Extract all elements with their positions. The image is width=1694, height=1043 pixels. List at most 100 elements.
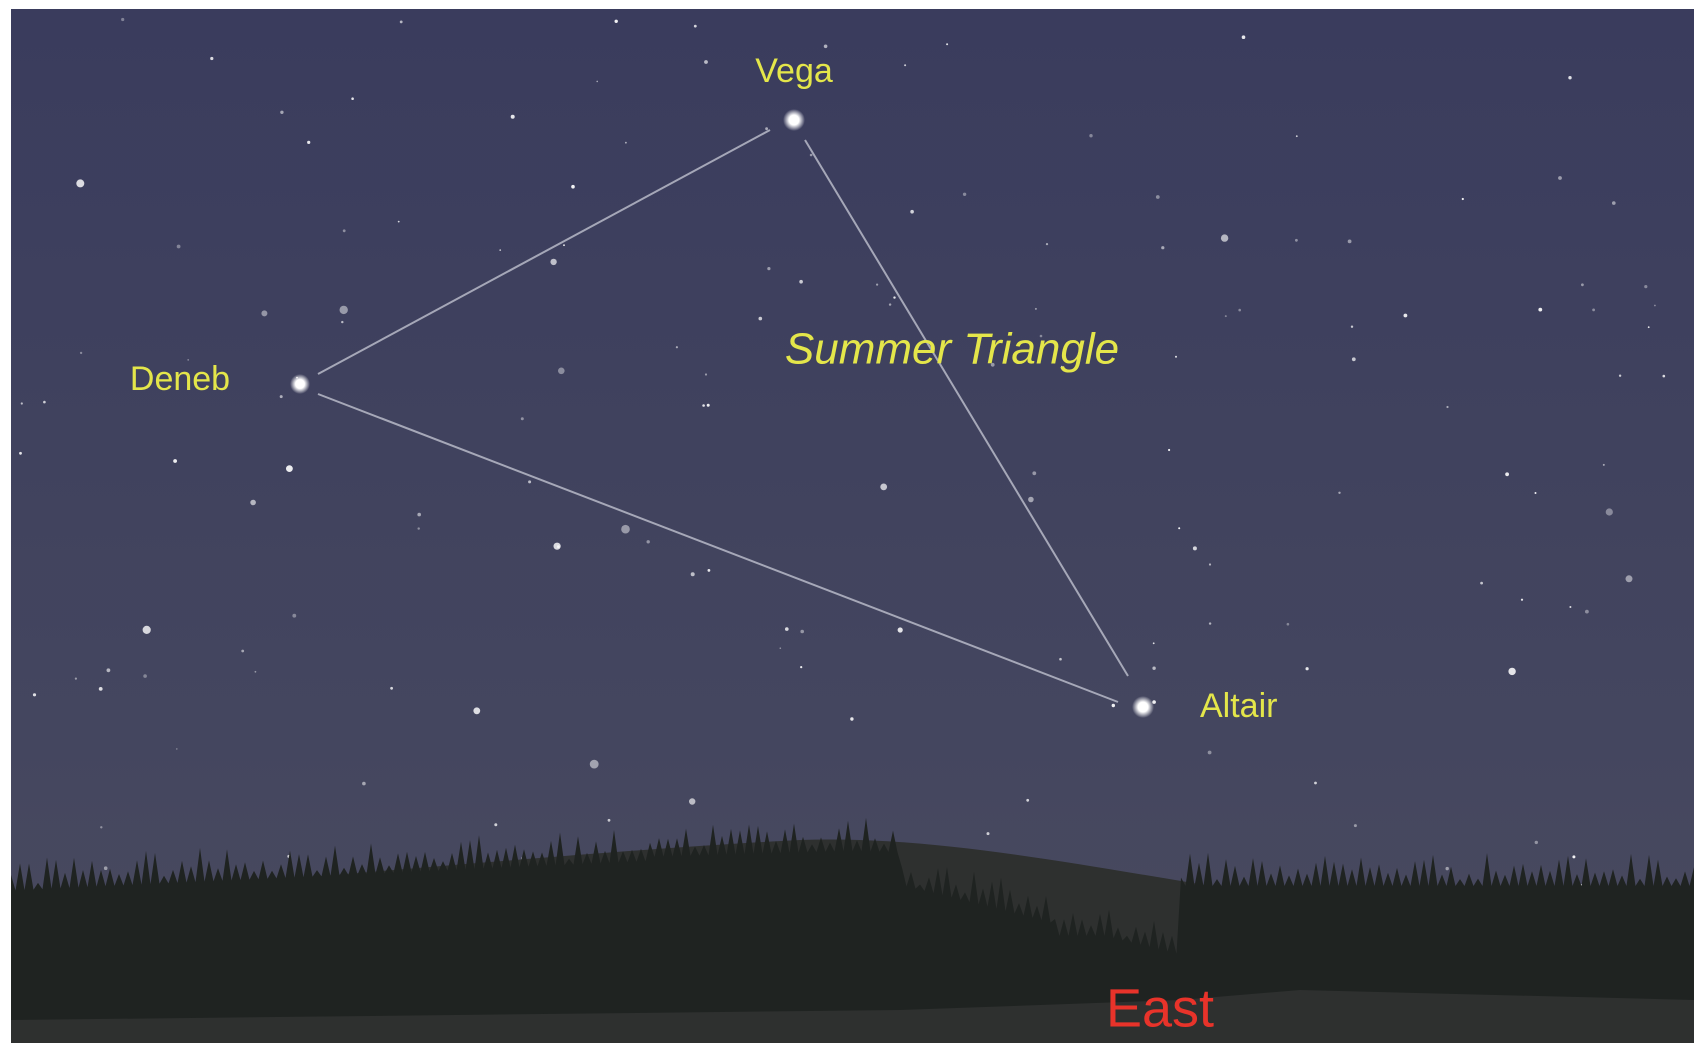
background-star (1296, 135, 1298, 137)
background-star (1089, 134, 1092, 137)
background-star (1568, 76, 1571, 79)
background-star (1112, 704, 1115, 707)
background-star (1535, 492, 1537, 494)
background-star (615, 20, 618, 23)
background-star (1242, 35, 1246, 39)
background-star (1535, 841, 1538, 844)
background-star (1028, 497, 1034, 503)
background-star (528, 480, 531, 483)
star-label: Vega (755, 52, 833, 90)
background-star (255, 671, 257, 673)
background-star (647, 540, 650, 543)
background-star (550, 259, 556, 265)
background-star (708, 569, 711, 572)
background-star (1209, 622, 1211, 624)
background-star (898, 627, 903, 632)
background-star (362, 782, 366, 786)
background-star (1521, 599, 1523, 601)
background-star (1569, 606, 1571, 608)
background-star (1558, 176, 1562, 180)
background-star (418, 527, 420, 529)
background-star (800, 666, 802, 668)
background-star (799, 280, 803, 284)
background-star (705, 373, 707, 375)
background-star (473, 707, 480, 714)
background-star (590, 760, 599, 769)
background-star (904, 64, 906, 66)
background-star (1156, 195, 1160, 199)
background-star (1505, 472, 1509, 476)
background-star (765, 127, 768, 130)
background-star (625, 142, 627, 144)
background-star (1175, 356, 1177, 358)
background-star (99, 687, 103, 691)
background-star (1572, 855, 1575, 858)
asterism-title: Summer Triangle (785, 325, 1119, 374)
background-star (19, 452, 22, 455)
background-star (1462, 198, 1464, 200)
background-star (767, 267, 770, 270)
background-star (1606, 508, 1613, 515)
background-star (241, 650, 244, 653)
background-star (1619, 375, 1621, 377)
background-star (1152, 667, 1155, 670)
background-star (1581, 283, 1584, 286)
background-star (1209, 563, 1211, 565)
background-star (824, 45, 828, 49)
background-star (521, 417, 524, 420)
background-star (759, 317, 763, 321)
background-star (876, 284, 878, 286)
background-star (1644, 285, 1647, 288)
background-star (676, 346, 678, 348)
star-vega (783, 109, 805, 131)
direction-label: East (1106, 978, 1214, 1038)
background-star (1314, 782, 1317, 785)
background-star (785, 627, 789, 631)
background-star (398, 221, 400, 223)
background-star (850, 717, 853, 720)
background-star (499, 249, 501, 251)
background-star (571, 185, 575, 189)
star-label: Altair (1200, 687, 1277, 725)
background-star (1026, 799, 1029, 802)
background-star (691, 572, 695, 576)
background-star (341, 321, 343, 323)
background-star (608, 819, 611, 822)
background-star (889, 303, 891, 305)
background-star (1663, 375, 1666, 378)
background-star (1446, 867, 1449, 870)
background-star (176, 748, 178, 750)
background-star (143, 674, 147, 678)
background-star (1338, 492, 1340, 494)
background-star (621, 525, 630, 534)
background-star (1221, 234, 1228, 241)
background-star (810, 154, 813, 157)
background-star (107, 668, 111, 672)
background-star (1592, 309, 1595, 312)
background-star (563, 244, 565, 246)
background-star (173, 459, 177, 463)
background-star (261, 310, 267, 316)
background-star (558, 368, 565, 375)
background-star (1446, 406, 1448, 408)
background-star (43, 401, 46, 404)
background-star (1178, 527, 1180, 529)
background-star (280, 111, 283, 114)
background-star (121, 18, 124, 21)
background-star (286, 465, 293, 472)
background-star (1351, 326, 1353, 328)
background-star (1603, 464, 1605, 466)
background-star (80, 352, 82, 354)
star-label: Deneb (130, 360, 230, 398)
background-star (292, 614, 296, 618)
background-star (987, 832, 990, 835)
background-star (400, 21, 403, 24)
sky-scene: Vega Deneb Altair Summer Triangle East (0, 0, 1694, 1043)
background-star (417, 513, 421, 517)
page: Vega Deneb Altair Summer Triangle East (… (0, 0, 1694, 1043)
background-star (511, 115, 515, 119)
background-star (1193, 546, 1197, 550)
background-star (557, 545, 560, 548)
background-star (1287, 623, 1290, 626)
background-star (893, 296, 895, 298)
